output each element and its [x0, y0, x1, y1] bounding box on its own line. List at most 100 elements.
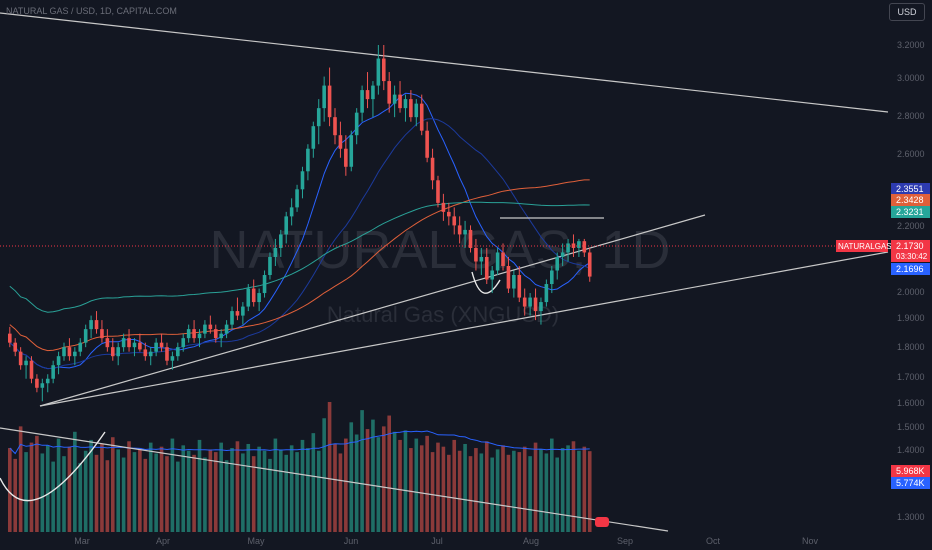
candle-body — [13, 342, 18, 352]
candle-body — [452, 216, 457, 226]
volume-bar — [273, 438, 278, 532]
candle-body — [29, 360, 34, 379]
candle-body — [251, 288, 256, 303]
volume-bar — [181, 445, 186, 532]
volume-bar — [18, 426, 23, 532]
volume-bar — [268, 458, 272, 532]
currency-button[interactable]: USD — [889, 3, 925, 21]
price-tick-label: 1.3000 — [897, 512, 925, 522]
volume-bar — [203, 457, 207, 532]
volume-bar — [284, 454, 289, 532]
candle-body — [94, 320, 99, 330]
volume-bar — [441, 446, 446, 532]
ma-teal-badge-text: 2.3231 — [896, 207, 924, 217]
volume-bar — [566, 445, 570, 532]
volume-bar — [192, 454, 196, 532]
candle-body — [116, 347, 120, 357]
candle-body — [430, 157, 435, 181]
volume-bar — [436, 442, 440, 532]
volume-bar — [430, 452, 435, 532]
price-tick-label: 1.4000 — [897, 445, 925, 455]
candle-body — [311, 126, 316, 149]
volume-trend-line — [0, 427, 669, 532]
candle-body — [436, 180, 440, 203]
candles — [8, 45, 592, 402]
candle-body — [555, 256, 560, 271]
candle-body — [56, 356, 61, 366]
volume-bar — [89, 439, 93, 532]
volume-bar — [13, 458, 18, 532]
time-tick-label: Jun — [344, 536, 359, 546]
candle-body — [219, 333, 223, 339]
price-tick-label: 2.0000 — [897, 287, 925, 297]
volume-bar — [463, 443, 467, 532]
candle-body — [484, 256, 489, 280]
ma-orange-badge-text: 2.3428 — [896, 195, 924, 205]
price-tick-label: 2.6000 — [897, 149, 925, 159]
symbol-title[interactable]: NATURAL GAS / USD, 1D, CAPITAL.COM — [6, 6, 177, 16]
candle-body — [495, 252, 500, 271]
volume-bar — [116, 449, 120, 532]
candle-body — [539, 302, 543, 312]
candle-body — [24, 360, 28, 366]
time-axis[interactable]: Mar Apr May Jun Jul Aug Sep Oct Nov — [74, 536, 818, 546]
candle-body — [192, 329, 196, 339]
candle-body — [127, 338, 131, 348]
price-tick-label: 3.2000 — [897, 40, 925, 50]
candle-body — [409, 99, 413, 118]
candle-body — [176, 347, 180, 357]
last-price-badge — [891, 240, 930, 262]
volume-bar — [495, 449, 500, 532]
ma-orange-line — [9, 179, 590, 352]
volume-bar — [587, 451, 592, 532]
candle-body — [582, 241, 587, 253]
volume-bar — [35, 435, 39, 532]
candle-body — [110, 347, 115, 357]
drawn-trendlines[interactable] — [0, 12, 889, 532]
volume-bar — [208, 449, 213, 532]
volume-bar — [490, 457, 494, 532]
volume-ma-line — [9, 430, 590, 455]
volume-bar — [219, 442, 223, 532]
candle-body — [159, 342, 164, 348]
time-tick-label: Aug — [523, 536, 539, 546]
volume-bar — [533, 442, 538, 532]
volume-bar — [349, 422, 354, 532]
watermark-symbol: NATURALGAS, 1D — [209, 220, 670, 280]
candle-body — [425, 130, 429, 158]
time-tick-label: Mar — [74, 536, 90, 546]
volume-bar — [51, 461, 55, 532]
candle-body — [403, 99, 408, 109]
volume-bar — [425, 435, 429, 532]
candle-body — [35, 378, 39, 388]
price-tick-label: 1.6000 — [897, 398, 925, 408]
volume-bar — [24, 452, 28, 532]
volume-bar — [555, 457, 560, 532]
ma-teal-line — [9, 201, 590, 313]
volume-bar — [300, 439, 305, 532]
price-axis[interactable]: 3.20003.00002.80002.60002.40002.20002.00… — [897, 40, 925, 522]
volume-bar — [381, 426, 386, 532]
volume-bar — [512, 450, 516, 532]
upper-channel-line — [0, 12, 889, 113]
candle-body — [322, 85, 326, 109]
candle-body — [213, 329, 218, 339]
candle-body — [100, 329, 104, 339]
candle-body — [143, 349, 148, 357]
volume-bar — [371, 419, 375, 532]
volume-bar — [154, 453, 158, 532]
volume-bar — [376, 437, 381, 532]
candle-body — [138, 342, 142, 350]
candle-body — [577, 241, 581, 248]
candle-body — [392, 94, 397, 104]
candle-body — [284, 216, 289, 235]
volume-bar — [176, 461, 180, 532]
symbol-badge — [836, 240, 888, 252]
candle-body — [273, 247, 278, 257]
ma-navy-badge — [891, 183, 930, 195]
event-flag-icon[interactable] — [595, 517, 609, 527]
candle-body — [246, 288, 251, 307]
candle-body — [566, 243, 570, 253]
volume-bar — [251, 456, 256, 532]
